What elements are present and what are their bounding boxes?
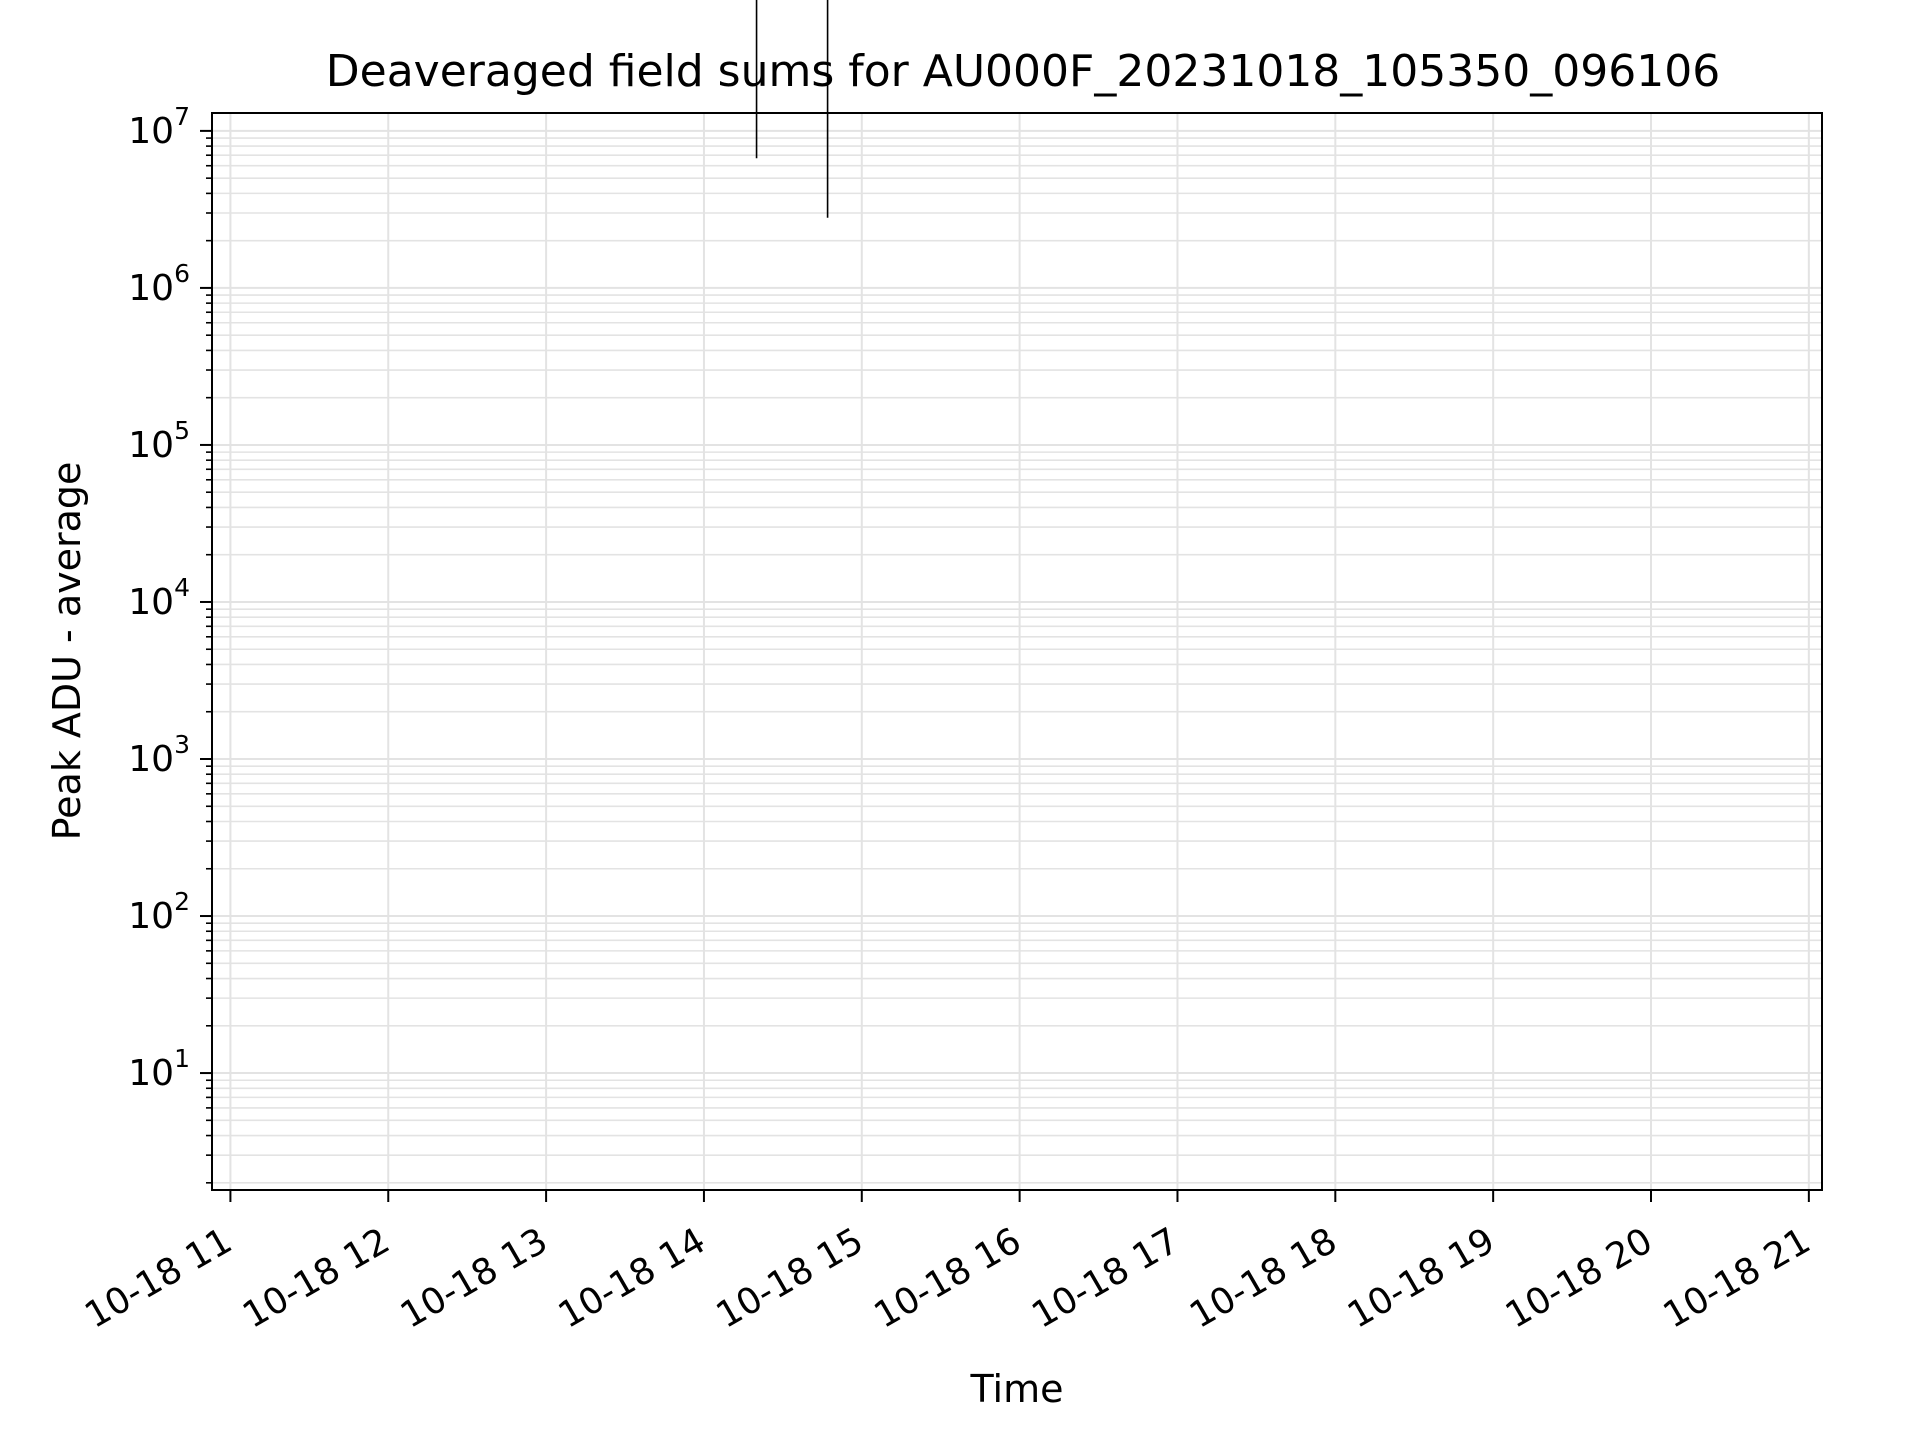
grid [212,113,1822,1190]
y-tick-base: 10 [128,425,174,466]
y-tick-base: 10 [128,1053,174,1094]
chart-title: Deaveraged field sums for AU000F_2023101… [326,46,1720,97]
plot-frame [211,112,1823,1191]
y-tick-exponent: 5 [174,416,190,445]
y-tick-exponent: 2 [174,887,190,916]
y-tick-label: 107 [128,102,190,152]
y-tick-label: 106 [128,259,190,309]
x-axis-label: Time [970,1367,1064,1411]
y-tick-exponent: 6 [174,259,190,288]
y-tick-label: 104 [128,573,190,623]
y-tick-base: 10 [128,739,174,780]
y-tick-label: 105 [128,416,190,466]
y-tick-label: 103 [128,730,190,780]
y-tick-exponent: 3 [174,730,190,759]
y-tick-label: 102 [128,887,190,937]
y-tick-base: 10 [128,896,174,937]
y-axis-label: Peak ADU - average [45,462,89,841]
y-tick-exponent: 7 [174,102,190,131]
y-tick-label: 101 [128,1044,190,1094]
data-layer [757,0,829,218]
y-tick-base: 10 [128,582,174,623]
y-tick-base: 10 [128,268,174,309]
y-tick-exponent: 4 [174,573,190,602]
y-tick-base: 10 [128,111,174,152]
y-tick-exponent: 1 [174,1044,190,1073]
